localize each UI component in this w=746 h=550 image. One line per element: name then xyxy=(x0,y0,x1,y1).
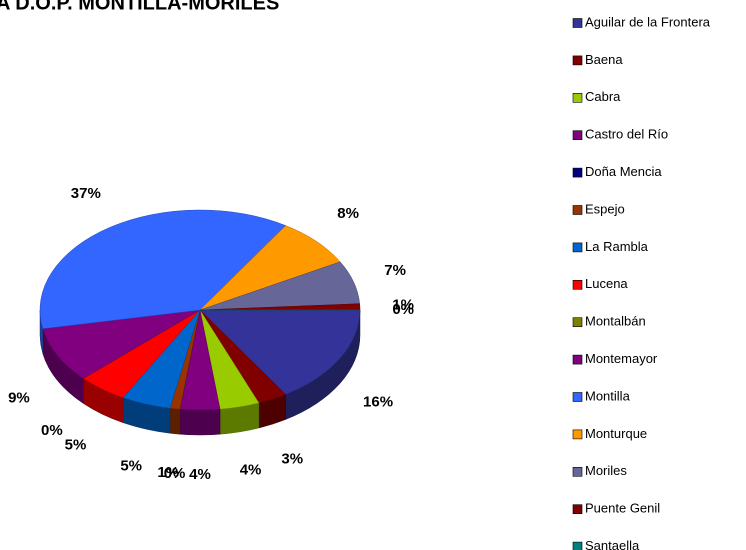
data-label: 1% xyxy=(157,464,179,481)
legend-swatch xyxy=(572,167,583,178)
slice-side xyxy=(169,407,181,435)
legend-swatch xyxy=(572,541,583,550)
data-label: 4% xyxy=(240,462,262,479)
legend-label: Cabra xyxy=(585,89,621,104)
slice xyxy=(42,309,201,379)
legend-label: Montemayor xyxy=(585,351,658,366)
data-label: 5% xyxy=(120,458,142,475)
data-label: 9% xyxy=(8,390,30,407)
data-label: 4% xyxy=(189,466,211,483)
legend-label: Montilla xyxy=(585,388,631,403)
legend-label: Puente Genil xyxy=(585,501,660,516)
legend-swatch xyxy=(572,429,583,440)
data-label: 0% xyxy=(164,465,186,482)
legend-swatch xyxy=(572,55,583,66)
legend-label: Aguilar de la Frontera xyxy=(585,14,711,29)
data-label: 37% xyxy=(71,185,101,202)
slice xyxy=(199,309,361,395)
legend-swatch xyxy=(572,392,583,402)
legend-swatch xyxy=(572,93,583,103)
data-label: 0% xyxy=(392,301,414,318)
legend-label: Lucena xyxy=(585,276,628,291)
legend-swatch xyxy=(572,130,583,140)
legend-label: Santaella xyxy=(585,538,640,550)
legend-label: Moriles xyxy=(585,463,627,478)
legend-swatch xyxy=(572,242,583,253)
legend-swatch xyxy=(572,18,583,28)
legend-label: Doña Mencia xyxy=(585,164,662,179)
data-label: 5% xyxy=(65,437,87,454)
chart-title: A D.O.P. MONTILLA-MORILES xyxy=(0,0,279,14)
legend-label: Espejo xyxy=(585,201,625,216)
slice-side xyxy=(179,408,221,436)
legend-label: La Rambla xyxy=(585,239,649,254)
legend-label: Monturque xyxy=(585,426,647,441)
legend-swatch xyxy=(572,279,583,290)
legend-label: Castro del Río xyxy=(585,127,668,142)
data-label: 1% xyxy=(392,297,414,314)
legend-swatch xyxy=(572,504,583,515)
data-label: 16% xyxy=(363,393,393,410)
legend-swatch xyxy=(572,205,583,215)
legend-swatch xyxy=(572,466,583,477)
slice xyxy=(39,209,287,330)
legend-swatch xyxy=(572,317,583,328)
legend-label: Montalbán xyxy=(585,314,646,329)
data-label: 7% xyxy=(384,262,406,279)
legend-swatch xyxy=(572,354,583,365)
data-label: 0% xyxy=(41,422,63,439)
legend-label: Baena xyxy=(585,52,623,67)
data-label: 8% xyxy=(337,205,359,222)
data-label: 3% xyxy=(281,451,303,468)
